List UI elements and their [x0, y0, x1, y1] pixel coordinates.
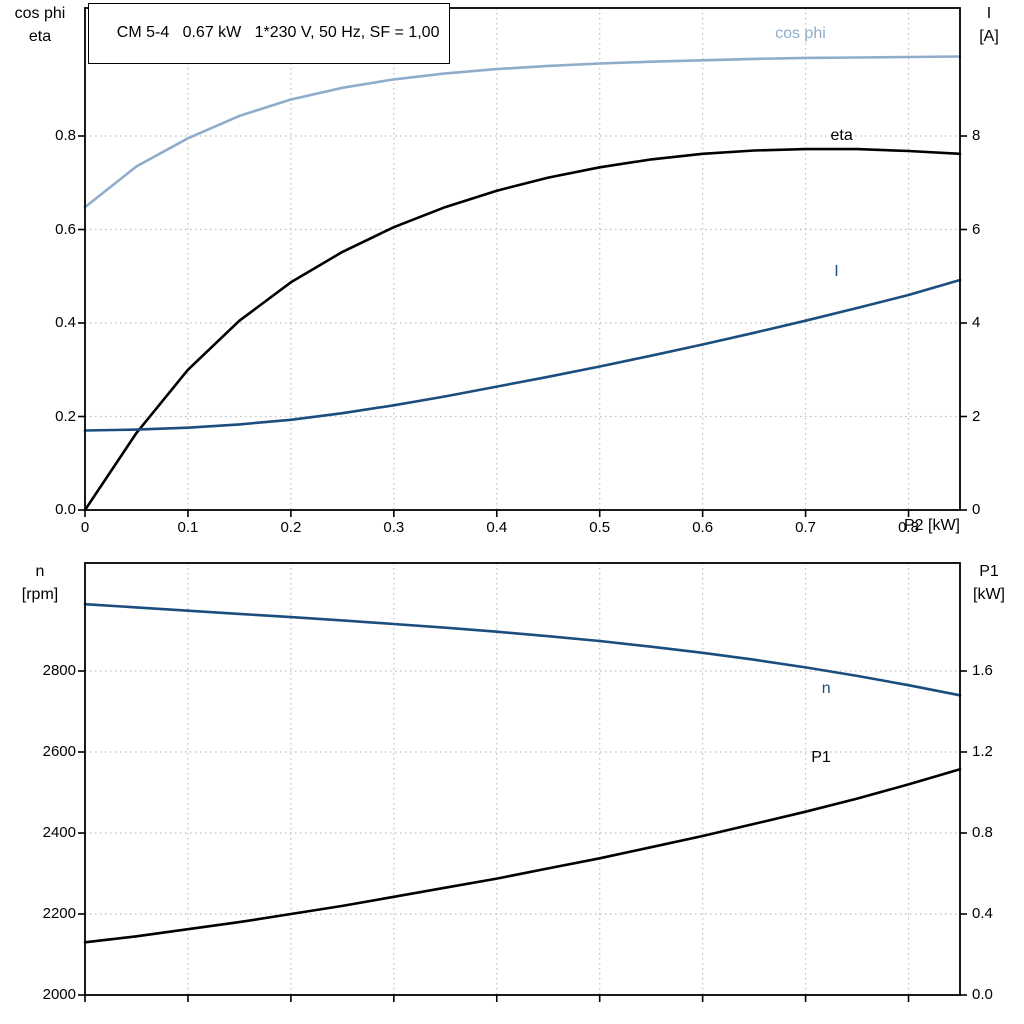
axis-title-current-unit: [A] [979, 28, 999, 45]
chart-2 [78, 562, 967, 1002]
axis-title-eta: eta [28, 28, 52, 45]
plot-frame [84, 7, 961, 511]
series-cos-phi [83, 55, 962, 209]
axis-title-current: I [986, 5, 992, 22]
bottom-left-axis-title: n [rpm] [0, 560, 80, 606]
series-n [83, 602, 962, 697]
series-p1 [83, 767, 962, 944]
chart-title-text: CM 5-4 0.67 kW 1*230 V, 50 Hz, SF = 1,00 [116, 24, 440, 41]
x-axis-title: P2 [kW] [903, 517, 960, 534]
top-left-axis-title: cos phi eta [0, 2, 80, 48]
axis-title-p1-unit: [kW] [973, 586, 1005, 603]
axis-title-cos-phi: cos phi [14, 5, 66, 22]
top-right-axis-title: I [A] [964, 2, 1014, 48]
series-eta [83, 147, 962, 512]
chart-1 [78, 7, 967, 517]
series-i [83, 278, 962, 432]
bottom-right-axis-title: P1 [kW] [960, 560, 1018, 606]
axis-title-p1: P1 [979, 563, 999, 580]
chart-title-box: CM 5-4 0.67 kW 1*230 V, 50 Hz, SF = 1,00 [88, 3, 451, 64]
axis-title-speed: n [35, 563, 45, 580]
plot-frame [84, 562, 961, 996]
axis-title-speed-unit: [rpm] [21, 586, 59, 603]
